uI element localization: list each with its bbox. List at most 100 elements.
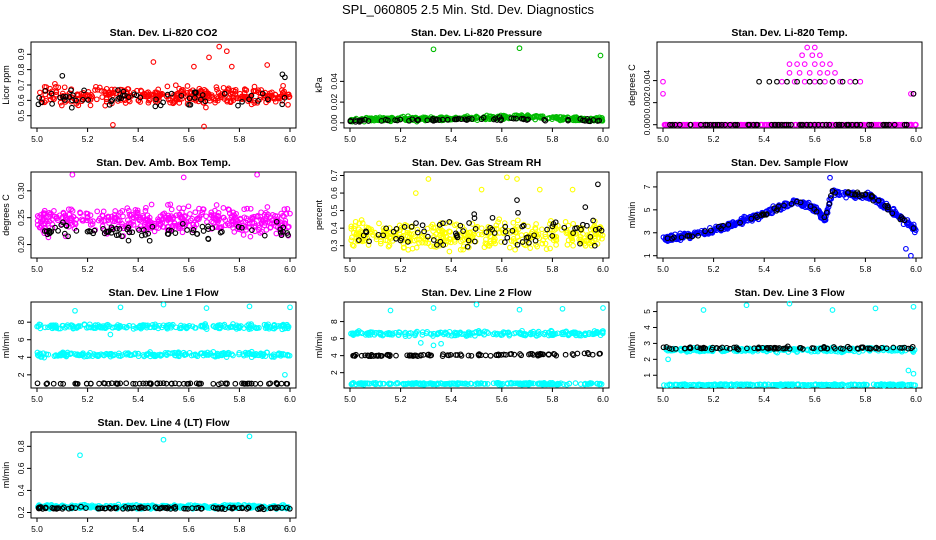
y-axis-label: ml/min [314,332,324,359]
y-tick-label: 3 [642,341,652,346]
point-black [73,97,79,104]
point-magenta [119,208,126,214]
point-red [206,54,212,61]
point-yellow [431,233,437,240]
point-black [57,94,63,101]
x-tick-label: 6.0 [284,524,296,534]
point-black [358,352,365,359]
point-cyan-lower [879,381,886,388]
point-cyan-upper [406,333,412,339]
x-tick-label: 5.4 [758,134,770,144]
point-cyan-upper [74,323,81,330]
y-axis-label: degrees C [1,194,11,236]
point-black [666,345,673,352]
point-black [264,96,271,103]
plot-title: Stan. Dev. Li-820 Pressure [411,27,542,39]
point-cyan-lower [474,380,481,387]
point-magenta [87,218,94,224]
x-tick-label: 5.0 [31,134,43,144]
point-cyan-band [910,303,917,310]
point-magenta [112,208,119,214]
point-red [143,90,150,96]
point-black [401,224,408,230]
point-magenta [69,171,76,178]
point-cyan-lower [547,380,553,386]
point-cyan-upper [513,329,519,336]
point-black [103,229,110,235]
point-black [140,227,147,233]
point-yellow [409,245,416,252]
point-magenta [242,219,249,226]
point-yellow [504,174,510,181]
point-blue [825,204,832,210]
point-cyan-upper [72,307,78,314]
point-black [532,237,539,244]
point-red [42,91,49,98]
point-magenta [166,214,173,221]
point-yellow [377,240,384,247]
point-cyan-lower [394,379,401,386]
point-black [561,224,568,231]
x-tick-label: 5.8 [233,264,245,274]
point-black [413,220,419,226]
point-black [530,352,537,358]
point-cyan-lower [461,380,468,387]
point-black [191,94,198,101]
point-red [252,88,259,95]
point-magenta [254,171,260,178]
point-black [833,121,839,128]
point-cyan-upper [529,330,536,337]
plot-frame [343,171,610,259]
point-yellow [451,239,458,245]
x-tick-label: 5.2 [82,134,94,144]
point-magenta [142,207,149,214]
point-black [458,116,465,123]
point-black [542,117,549,124]
data-points [660,300,918,389]
point-cyan-upper [354,329,361,335]
point-magenta [96,215,103,222]
point-cyan-lower [264,349,270,356]
point-black [168,380,175,387]
y-tick-label: 4 [642,325,652,330]
point-black [781,121,788,128]
point-magenta [179,229,186,236]
point-cyan-upper [417,340,424,346]
point-black [205,236,212,242]
point-red [241,86,248,92]
point-black [397,116,404,123]
y-tick-label: 0.00 [329,114,339,131]
point-red [212,97,219,103]
point-magenta [801,61,808,67]
point-magenta [94,208,101,215]
point-black [68,87,74,94]
point-red [219,94,225,101]
point-black [803,121,810,128]
point-cyan-lower [493,380,500,386]
point-black [518,115,525,122]
plot-frame [656,41,923,129]
point-black [108,98,115,105]
point-yellow [542,240,549,247]
point-cyan-upper [285,323,292,330]
point-red [199,88,205,95]
point-black [68,104,75,111]
point-magenta [241,206,248,213]
point-cyan-lower [380,380,386,387]
point-black [455,115,462,122]
point-black [541,116,548,123]
point-black [145,230,152,237]
point-green [597,52,604,59]
point-cyan-lower [186,349,193,356]
point-black [864,345,871,352]
point-black [74,380,81,387]
point-red [52,80,58,87]
point-black [108,229,115,236]
point-magenta [77,210,84,217]
data-points [35,43,293,130]
point-black [773,207,780,214]
point-magenta [181,223,188,230]
